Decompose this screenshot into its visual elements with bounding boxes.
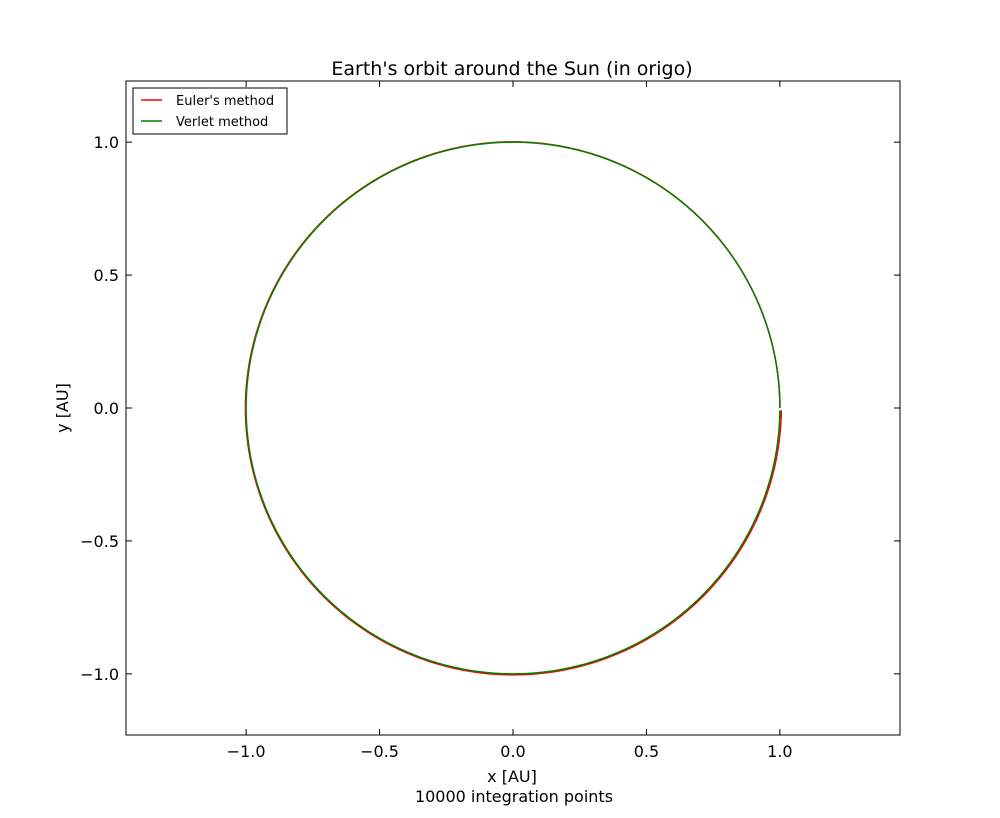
tick-layer: −1.0 −0.5 0.0 0.5 1.0 −1.0 −0.5 0.0 0.5 1.0	[80, 81, 900, 761]
y-axis-label: y [AU]	[53, 383, 72, 433]
chart-title: Earth's orbit around the Sun (in origo)	[331, 58, 692, 80]
x-tick-label: −1.0	[227, 742, 266, 761]
series-line-verlet-method	[245, 141, 781, 675]
legend: Euler's method Verlet method	[132, 87, 288, 135]
legend-label-verlet: Verlet method	[176, 115, 268, 130]
y-tick-label: −1.0	[80, 665, 119, 684]
x-axis-label: x [AU]	[487, 767, 537, 786]
y-tick-label: 0.0	[94, 399, 119, 418]
y-tick-label: 1.0	[94, 133, 119, 152]
legend-label-euler: Euler's method	[176, 94, 274, 109]
x-tick-label: −0.5	[360, 742, 399, 761]
legend-box	[132, 87, 288, 135]
chart-subtitle: 10000 integration points	[415, 787, 613, 806]
x-tick-label: 1.0	[767, 742, 792, 761]
y-tick-label: −0.5	[80, 532, 119, 551]
axes-background	[126, 81, 900, 735]
x-tick-label: 0.0	[500, 742, 525, 761]
y-tick-label: 0.5	[94, 266, 119, 285]
series-layer	[244, 141, 782, 676]
plot-area: −1.0 −0.5 0.0 0.5 1.0 −1.0 −0.5 0.0 0.5 1.0	[80, 80, 901, 761]
x-tick-label: 0.5	[634, 742, 659, 761]
